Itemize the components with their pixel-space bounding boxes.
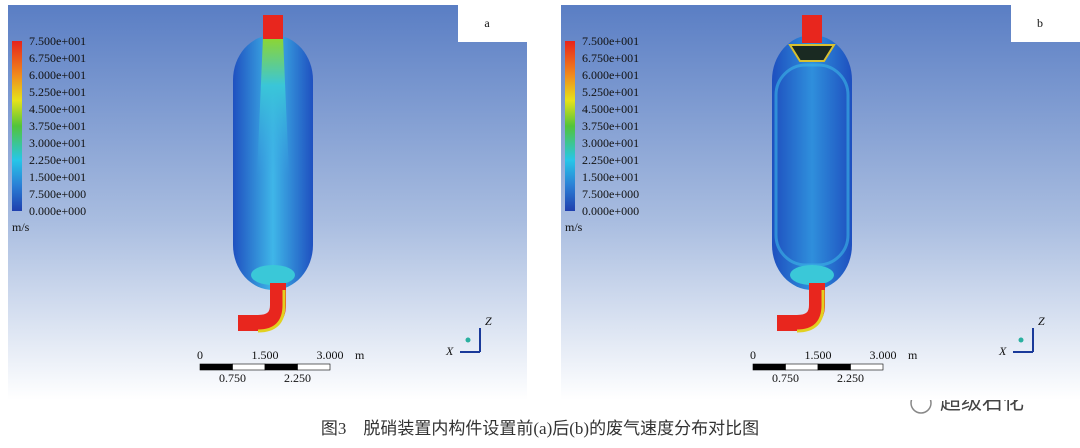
colorbar xyxy=(565,41,575,211)
scale-label: 0 xyxy=(750,348,756,362)
legend-tick-label: 0.000e+000 xyxy=(29,204,86,218)
scale-label: 0.750 xyxy=(772,371,799,385)
legend-tick-label: 5.250e+001 xyxy=(29,85,86,99)
legend-tick-label: 7.500e+001 xyxy=(29,34,86,48)
scale-label: 2.250 xyxy=(837,371,864,385)
internals xyxy=(788,44,836,62)
scale-label: 2.250 xyxy=(284,371,311,385)
scale-segment xyxy=(264,363,298,371)
outlet-flow xyxy=(790,265,834,285)
scale-label: 0.750 xyxy=(219,371,246,385)
legend-tick-label: 3.000e+001 xyxy=(29,136,86,150)
colorbar xyxy=(12,41,22,211)
jet xyxy=(257,37,289,175)
axis-label-z: Z xyxy=(1038,314,1045,328)
legend-tick-label: 3.000e+001 xyxy=(582,136,639,150)
axis-label-x: X xyxy=(998,344,1007,358)
panel: a 7.500e+001 6.750e+001 6.000e+001 5.250e+00… xyxy=(8,5,527,400)
legend-tick-label: 2.250e+001 xyxy=(582,153,639,167)
legend-tick-label: 6.000e+001 xyxy=(29,68,86,82)
inlet-pipe xyxy=(263,15,283,39)
vessel xyxy=(772,35,852,290)
axis-label-z: Z xyxy=(485,314,492,328)
scale-unit: m xyxy=(355,348,365,362)
legend-tick-label: 6.000e+001 xyxy=(582,68,639,82)
legend-tick-label: 4.500e+001 xyxy=(582,102,639,116)
panel: b 7.500e+001 6.750e+001 6.000e+001 5.250e+00… xyxy=(561,5,1080,400)
legend-tick-label: 3.750e+001 xyxy=(29,119,86,133)
axis-y xyxy=(1018,337,1024,343)
axis-y xyxy=(465,337,471,343)
scale-label: 3.000 xyxy=(317,348,344,362)
legend-tick-label: 1.500e+001 xyxy=(29,170,86,184)
scale-segment xyxy=(232,363,266,371)
caption: 图3 脱硝装置内构件设置前(a)后(b)的废气速度分布对比图 xyxy=(321,419,759,438)
scale-segment xyxy=(817,363,851,371)
legend-tick-label: 0.000e+000 xyxy=(582,204,639,218)
legend-tick-label: 6.750e+001 xyxy=(29,51,86,65)
outlet-elbow xyxy=(777,283,825,331)
legend-unit: m/s xyxy=(565,220,583,234)
scale-segment xyxy=(199,363,233,371)
legend-unit: m/s xyxy=(12,220,30,234)
outlet-elbow xyxy=(238,283,286,331)
scale-label: 0 xyxy=(197,348,203,362)
legend-tick-label: 5.250e+001 xyxy=(582,85,639,99)
scale-label: 3.000 xyxy=(870,348,897,362)
outlet-inner xyxy=(257,290,286,333)
axis-label-x: X xyxy=(445,344,454,358)
legend-tick-label: 2.250e+001 xyxy=(29,153,86,167)
panel-label: a xyxy=(484,16,490,30)
legend-tick-label: 4.500e+001 xyxy=(29,102,86,116)
scale-label: 1.500 xyxy=(805,348,832,362)
label-box xyxy=(1011,5,1080,42)
legend-tick-label: 6.750e+001 xyxy=(582,51,639,65)
outlet-inner xyxy=(796,290,825,333)
legend-tick-label: 3.750e+001 xyxy=(582,119,639,133)
scale-segment xyxy=(850,363,884,371)
scale-segment xyxy=(297,363,331,371)
outlet-flow xyxy=(251,265,295,285)
panel-label: b xyxy=(1037,16,1043,30)
scale-segment xyxy=(752,363,786,371)
inlet-pipe xyxy=(802,15,822,43)
scale-unit: m xyxy=(908,348,918,362)
legend-tick-label: 1.500e+001 xyxy=(582,170,639,184)
scale-segment xyxy=(785,363,819,371)
legend-tick-label: 7.500e+001 xyxy=(582,34,639,48)
legend-tick-label: 7.500e+000 xyxy=(582,187,639,201)
legend-tick-label: 7.500e+000 xyxy=(29,187,86,201)
label-box xyxy=(458,5,527,42)
scale-label: 1.500 xyxy=(252,348,279,362)
